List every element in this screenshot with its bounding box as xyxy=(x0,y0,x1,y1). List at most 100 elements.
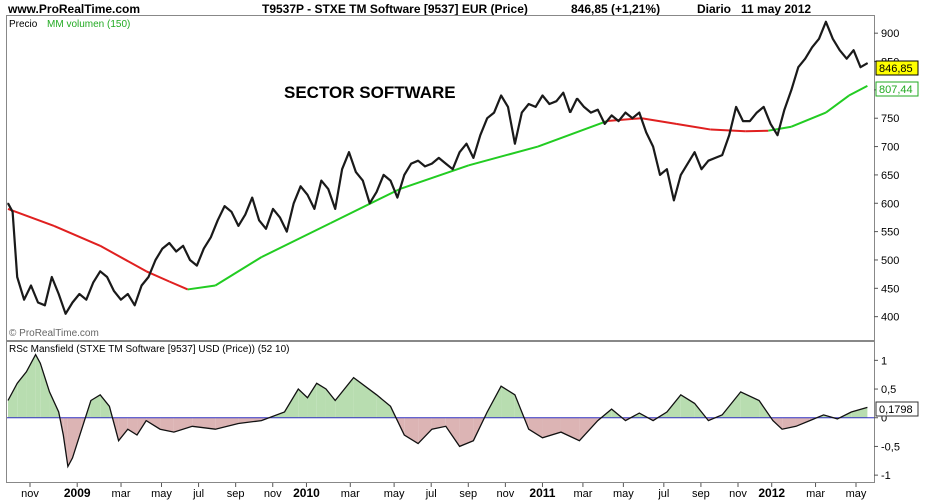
ma-segment xyxy=(641,117,677,125)
price-point xyxy=(424,165,426,168)
price-point xyxy=(811,46,813,48)
price-point xyxy=(438,157,440,159)
price-y-tick-label: 550 xyxy=(881,227,899,239)
price-point xyxy=(707,160,710,162)
price-point xyxy=(51,276,53,278)
rs-area-segment xyxy=(353,377,377,418)
x-tick-label: may xyxy=(151,488,172,500)
price-point xyxy=(161,248,163,250)
price-point xyxy=(763,106,765,108)
x-tick-label: mar xyxy=(573,488,592,500)
price-point xyxy=(30,284,32,287)
price-point xyxy=(604,123,606,125)
price-point xyxy=(804,58,806,60)
ma-segment xyxy=(675,122,711,131)
x-tick-label: mar xyxy=(806,488,825,500)
price-point xyxy=(687,162,689,165)
rs-area-segment xyxy=(238,417,262,424)
price-point xyxy=(313,208,316,210)
ma-segment xyxy=(399,164,470,191)
price-point xyxy=(500,94,502,97)
ma-segment xyxy=(53,225,101,247)
price-point xyxy=(196,265,198,267)
period-label: Diario xyxy=(697,2,732,16)
price-point xyxy=(306,194,309,196)
price-point xyxy=(486,117,488,119)
price-point xyxy=(852,49,855,51)
price-point xyxy=(410,162,412,165)
price-point xyxy=(721,154,723,156)
price-point xyxy=(154,259,157,261)
price-point xyxy=(597,109,599,111)
rs-area-segment xyxy=(215,417,239,430)
rs-y-tick-label: 0 xyxy=(881,413,887,425)
price-point xyxy=(555,100,557,102)
price-point xyxy=(479,134,481,136)
rs-area-segment xyxy=(404,417,419,444)
rs-area-segment xyxy=(376,394,391,418)
x-tick-label: nov xyxy=(21,488,39,500)
price-point xyxy=(396,196,398,199)
price-point xyxy=(756,111,758,114)
x-tick-label: jul xyxy=(657,488,669,500)
ma-segment xyxy=(848,85,868,97)
date-x-axis: nov 2009 mar may jul sep nov 2010 mar may jul sep no… xyxy=(21,483,867,500)
price-point xyxy=(452,168,454,170)
price-point xyxy=(776,134,779,136)
price-plot-area xyxy=(7,20,868,315)
rs-badge: 0,1798 xyxy=(875,401,919,417)
rs-area-segment xyxy=(67,417,73,467)
rs-area-segment xyxy=(542,417,561,438)
price-point xyxy=(825,21,827,23)
legend-price: Precio xyxy=(9,19,38,30)
sector-annotation: SECTOR SOFTWARE xyxy=(284,83,456,102)
price-point xyxy=(189,259,191,261)
x-tick-label: sep xyxy=(459,488,477,500)
price-point xyxy=(85,299,87,301)
price-point xyxy=(693,151,696,153)
price-point xyxy=(230,211,233,213)
price-y-tick-label: 750 xyxy=(881,113,899,125)
x-tick-label: mar xyxy=(112,488,131,500)
rs-area-segment xyxy=(26,354,36,418)
price-point xyxy=(818,38,820,40)
price-point xyxy=(846,58,848,60)
price-point xyxy=(217,219,219,221)
price-point xyxy=(237,225,239,227)
price-point xyxy=(12,211,14,213)
price-point xyxy=(92,282,94,284)
price-point xyxy=(666,168,668,170)
price-y-tick-label: 650 xyxy=(881,170,899,182)
ma-segment xyxy=(7,207,55,227)
price-point xyxy=(251,196,253,199)
price-point xyxy=(839,49,841,51)
price-point xyxy=(272,208,274,210)
price-point xyxy=(590,111,592,114)
price-point xyxy=(472,157,475,159)
site-name[interactable]: www.ProRealTime.com xyxy=(8,2,141,16)
rs-area-segment xyxy=(501,386,515,418)
price-y-tick-label: 600 xyxy=(881,198,899,210)
rs-y-tick-label: 0,5 xyxy=(881,384,896,396)
x-tick-label: may xyxy=(613,488,634,500)
price-point xyxy=(797,66,799,68)
x-tick-label: 2011 xyxy=(529,486,555,500)
chart-header: www.ProRealTime.com T9537P - STXE TM Sof… xyxy=(0,0,933,18)
rs-area-segment xyxy=(325,389,336,418)
x-tick-label: nov xyxy=(496,488,514,500)
x-tick-label: sep xyxy=(692,488,710,500)
price-point xyxy=(286,231,288,233)
price-point xyxy=(631,117,633,119)
rs-area-segment xyxy=(782,417,796,430)
price-point xyxy=(645,131,647,133)
price-point xyxy=(458,151,461,153)
price-y-tick-label: 700 xyxy=(881,142,899,154)
x-tick-label: may xyxy=(384,488,405,500)
ma-segment xyxy=(606,117,642,123)
x-tick-label: mar xyxy=(341,488,360,500)
price-panel[interactable] xyxy=(6,15,875,341)
price-point xyxy=(790,89,792,91)
ma-segment xyxy=(790,111,827,128)
rs-area-segment xyxy=(118,417,128,441)
